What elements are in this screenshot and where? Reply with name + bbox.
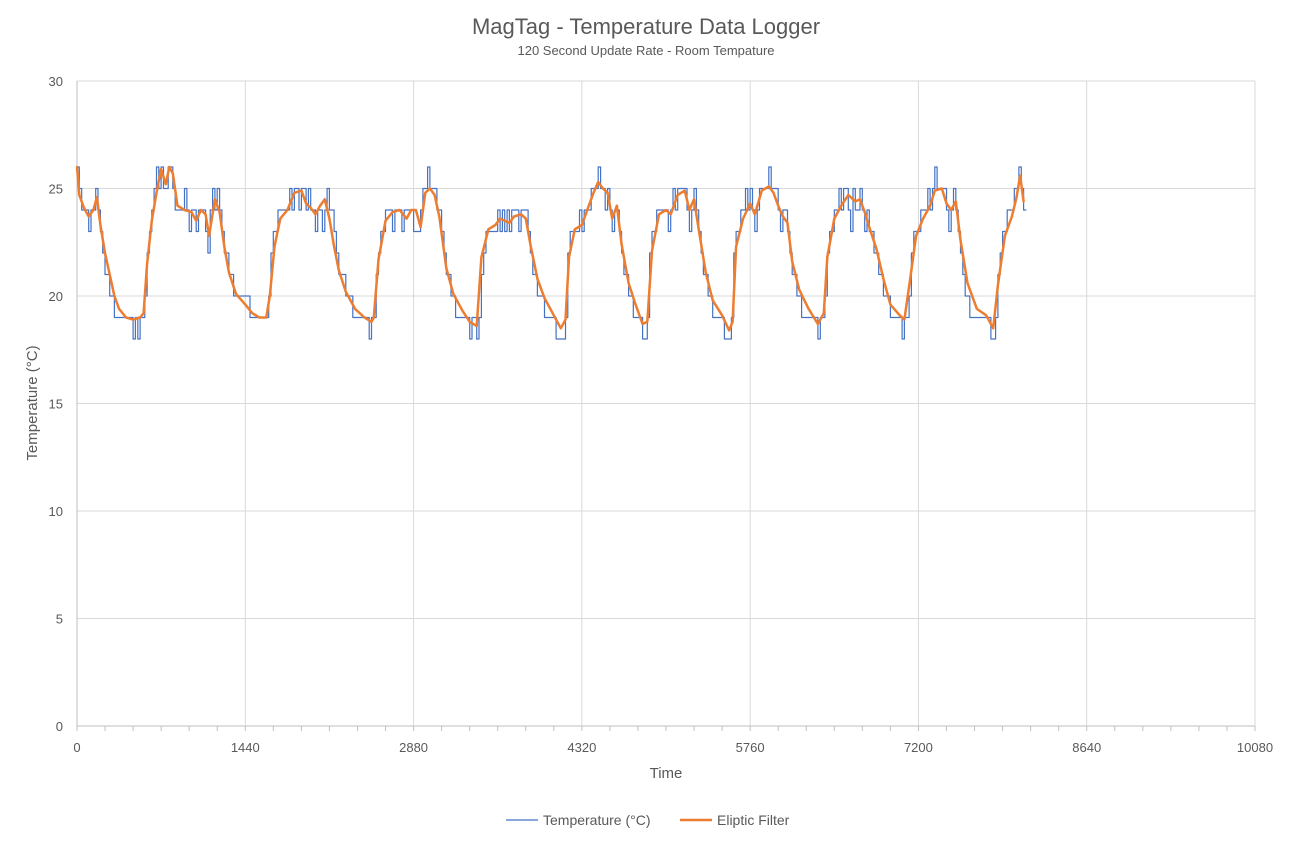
grid-layer (76, 80, 1256, 731)
series-layer (75, 165, 1027, 340)
y-tick-label: 15 (49, 397, 63, 412)
x-tick-label: 2880 (399, 740, 428, 755)
series-line-eliptic-filter (75, 165, 1025, 332)
y-tick-label: 20 (49, 289, 63, 304)
x-axis-title: Time (650, 765, 683, 782)
y-tick-label: 30 (49, 74, 63, 89)
chart-title: MagTag - Temperature Data Logger (472, 14, 820, 39)
x-tick-label: 0 (73, 740, 80, 755)
legend: Temperature (°C) Eliptic Filter (506, 812, 790, 828)
y-tick-label: 0 (56, 719, 63, 734)
x-tick-label: 7200 (904, 740, 933, 755)
y-axis-ticks: 0 5 10 15 20 25 30 (49, 74, 63, 734)
x-tick-label: 8640 (1072, 740, 1101, 755)
y-tick-label: 25 (49, 182, 63, 197)
chart-subtitle: 120 Second Update Rate - Room Tempature (517, 43, 774, 58)
x-tick-label: 10080 (1237, 740, 1273, 755)
x-tick-label: 4320 (567, 740, 596, 755)
y-axis-title: Temperature (°C) (24, 345, 41, 460)
legend-label-eliptic-filter: Eliptic Filter (717, 812, 790, 828)
x-tick-label: 5760 (736, 740, 765, 755)
legend-label-temperature: Temperature (°C) (543, 812, 651, 828)
y-tick-label: 5 (56, 612, 63, 627)
x-tick-label: 1440 (231, 740, 260, 755)
x-axis-ticks: 0 1440 2880 4320 5760 7200 8640 10080 (73, 740, 1273, 755)
y-tick-label: 10 (49, 504, 63, 519)
